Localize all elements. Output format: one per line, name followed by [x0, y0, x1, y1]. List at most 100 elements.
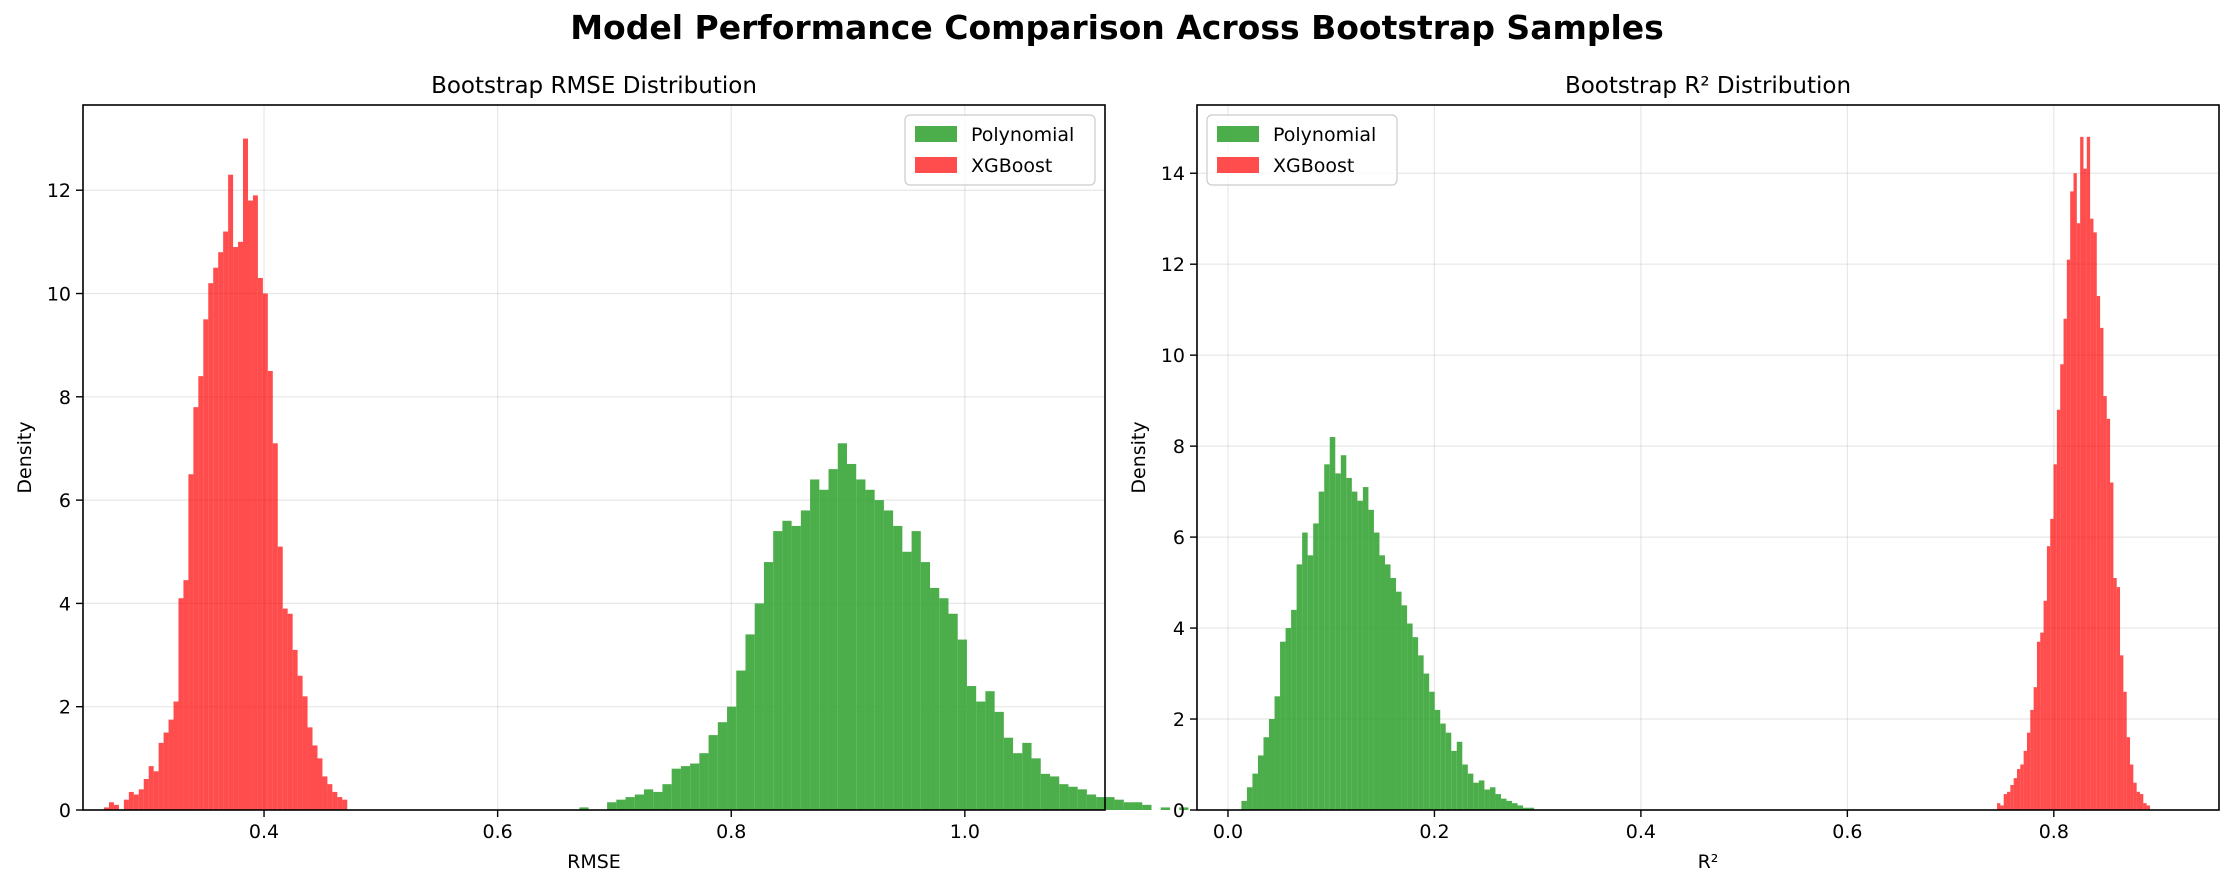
- histogram-bar: [322, 776, 328, 810]
- histogram-bar: [2093, 232, 2097, 810]
- histogram-bar: [1160, 807, 1170, 810]
- histogram-bar: [1313, 523, 1319, 810]
- histogram-bar: [1179, 807, 1189, 810]
- histogram-bar: [763, 562, 774, 810]
- histogram-bar: [223, 231, 229, 811]
- histogram-bar: [1495, 794, 1501, 810]
- y-tick-label: 2: [59, 697, 71, 719]
- histogram-bar: [2003, 794, 2008, 810]
- histogram-bar: [2066, 259, 2071, 811]
- histogram-bar: [893, 525, 903, 810]
- histogram-bar: [690, 763, 700, 810]
- figure-title: Model Performance Comparison Across Boot…: [570, 8, 1664, 47]
- y-tick-label: 12: [1161, 254, 1185, 276]
- histogram-bar: [837, 443, 847, 810]
- histogram-bar: [1324, 464, 1330, 810]
- histogram-bar: [1291, 609, 1297, 810]
- rmse-histogram-panel: 0.4 0.6 0.8 1.0 0 2 4 6 8 10 12 Bootstrap RMSE Dist…: [14, 73, 1189, 873]
- histogram-bar: [337, 797, 343, 810]
- histogram-bar: [2030, 709, 2034, 810]
- histogram-bar: [1351, 491, 1358, 810]
- histogram-bar: [957, 639, 967, 810]
- histogram-bar: [643, 789, 654, 810]
- series-polynomial-bars: [579, 443, 1189, 810]
- histogram-bar: [2096, 296, 2101, 811]
- series-polynomial-bars: [1241, 437, 1535, 810]
- histogram-bar: [1379, 555, 1385, 810]
- histogram-bar: [911, 531, 921, 810]
- histogram-bar: [2026, 732, 2031, 810]
- histogram-bar: [1489, 787, 1496, 810]
- histogram-bar: [243, 138, 248, 811]
- histogram-bar: [2143, 803, 2147, 810]
- histogram-bar: [238, 241, 244, 810]
- histogram-bar: [1445, 732, 1452, 810]
- y-tick-label: 6: [59, 490, 71, 512]
- histogram-bar: [133, 794, 139, 810]
- histogram-bar: [1302, 532, 1308, 810]
- histogram-bar: [1059, 784, 1069, 810]
- histogram-bar: [653, 791, 663, 810]
- histogram-bar: [1412, 637, 1419, 810]
- histogram-bar: [2063, 318, 2067, 810]
- histogram-bar: [2016, 769, 2021, 810]
- histogram-bar: [272, 443, 278, 810]
- axes-frame: [1196, 104, 2220, 811]
- histogram-bar: [1423, 673, 1430, 810]
- histogram-bar: [143, 779, 149, 810]
- histogram-bar: [2056, 409, 2061, 810]
- histogram-bar: [312, 745, 318, 810]
- x-tick-label: 0.6: [483, 821, 513, 843]
- histogram-bar: [148, 766, 154, 810]
- legend: Polynomial XGBoost: [904, 114, 1096, 186]
- histogram-bar: [342, 799, 348, 810]
- axes-frame: [82, 104, 1106, 811]
- histogram-bar: [727, 706, 737, 810]
- histogram-bar: [267, 370, 273, 810]
- subplot-title: Bootstrap R² Distribution: [1565, 73, 1851, 99]
- histogram-bar: [1013, 753, 1023, 810]
- histogram-bar: [1418, 655, 1424, 810]
- histogram-bar: [1340, 455, 1347, 810]
- histogram-bar: [1506, 800, 1513, 810]
- histogram-bar: [865, 489, 875, 810]
- y-tick-label: 14: [1161, 163, 1185, 185]
- x-axis-label: R²: [1698, 851, 1719, 873]
- histogram-bar: [262, 293, 268, 810]
- histogram-bar: [2076, 223, 2081, 811]
- histogram-bar: [625, 797, 635, 810]
- histogram-bar: [1467, 773, 1474, 810]
- histogram-bar: [680, 766, 691, 810]
- r2-histogram-panel: 0.0 0.2 0.4 0.6 0.8 0 2 4 6 8 10 12 14 Bootstrap R² D…: [1128, 73, 2220, 873]
- y-tick-label: 2: [1173, 709, 1185, 731]
- histogram-bar: [994, 711, 1004, 810]
- histogram-bar: [846, 463, 857, 810]
- histogram-bar: [856, 479, 866, 810]
- histogram-bar: [2110, 482, 2114, 810]
- histogram-bar: [800, 510, 811, 810]
- histogram-bar: [257, 278, 263, 810]
- histogram-bar: [1462, 764, 1468, 810]
- histogram-bar: [1142, 804, 1152, 810]
- series-xgboost-bars: [104, 138, 348, 811]
- histogram-bar: [1528, 807, 1535, 810]
- histogram-bar: [1434, 709, 1441, 810]
- histogram-bar: [966, 686, 977, 810]
- histogram-bar: [2043, 600, 2047, 810]
- histogram-bar: [782, 520, 792, 810]
- histogram-bar: [193, 407, 199, 810]
- histogram-bar: [123, 799, 129, 810]
- histogram-bar: [128, 791, 134, 810]
- y-tick-label: 8: [1173, 436, 1185, 458]
- histogram-bar: [2070, 191, 2074, 810]
- histogram-bar: [108, 802, 114, 810]
- histogram-bar: [113, 804, 119, 810]
- histogram-bar: [1246, 787, 1253, 810]
- histogram-bar: [1451, 750, 1457, 810]
- histogram-bar: [2139, 794, 2144, 810]
- histogram-bar: [708, 735, 718, 810]
- histogram-bar: [1086, 794, 1097, 810]
- legend-swatch-polynomial: [915, 126, 957, 142]
- histogram-bar: [1318, 491, 1325, 810]
- legend-swatch-polynomial: [1217, 126, 1259, 142]
